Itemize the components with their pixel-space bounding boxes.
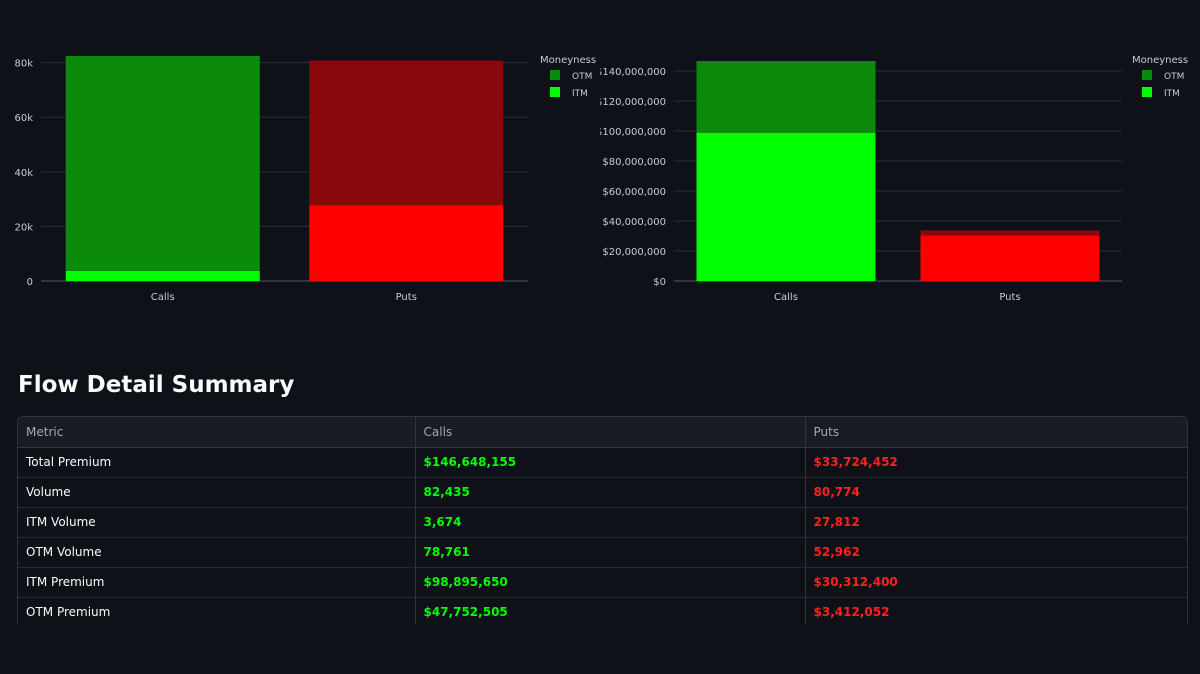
puts-cell: $33,724,452 <box>805 447 1187 478</box>
table-row: Volume 82,435 80,774 <box>18 477 1187 508</box>
bar-otm-puts <box>920 230 1100 236</box>
bar-itm-calls <box>65 270 260 281</box>
section-title: Flow Detail Summary <box>18 372 295 398</box>
legend-label-otm: OTM <box>1164 72 1184 82</box>
calls-cell: 3,674 <box>415 507 806 538</box>
x-tick-label: Puts <box>396 292 417 303</box>
column-header-metric[interactable]: Metric <box>18 417 416 448</box>
legend-swatch-otm <box>550 70 560 80</box>
y-tick-label: $140,000,000 <box>600 67 666 78</box>
bar-otm-puts <box>309 60 504 206</box>
puts-cell: $30,312,400 <box>805 567 1187 598</box>
legend-swatch-itm <box>1142 87 1152 97</box>
y-tick-label: 80k <box>14 59 33 70</box>
metric-cell: Volume <box>18 477 416 508</box>
legend-label-itm: ITM <box>1164 89 1180 99</box>
y-tick-label: $100,000,000 <box>600 127 666 138</box>
column-header-calls[interactable]: Calls <box>415 417 806 448</box>
calls-cell: 78,761 <box>415 537 806 568</box>
bar-itm-puts <box>920 235 1100 281</box>
metric-cell: ITM Premium <box>18 567 416 598</box>
y-tick-label: $40,000,000 <box>602 217 666 228</box>
y-tick-label: $0 <box>653 277 666 288</box>
volume-chart: 0 20k 40k 60k 80k Calls Puts Moneyness OTM ITM <box>14 55 596 303</box>
y-tick-label: 60k <box>14 113 33 124</box>
table-row: ITM Premium $98,895,650 $30,312,400 <box>18 567 1187 598</box>
calls-cell: $146,648,155 <box>415 447 806 478</box>
bar-otm-calls <box>696 61 876 133</box>
bar-itm-calls <box>696 132 876 281</box>
legend-swatch-itm <box>550 87 560 97</box>
legend-label-itm: ITM <box>572 89 588 99</box>
legend-title: Moneyness <box>540 55 596 66</box>
legend-swatch-otm <box>1142 70 1152 80</box>
table-header-row: Metric Calls Puts <box>18 417 1187 448</box>
metric-cell: ITM Volume <box>18 507 416 538</box>
column-header-puts[interactable]: Puts <box>805 417 1187 448</box>
metric-cell: Total Premium <box>18 447 416 478</box>
table-row: Total Premium $146,648,155 $33,724,452 <box>18 447 1187 478</box>
table-row: OTM Premium $47,752,505 $3,412,052 <box>18 597 1187 624</box>
x-tick-label: Calls <box>774 292 798 303</box>
y-tick-label: 20k <box>14 222 33 233</box>
puts-cell: $3,412,052 <box>805 597 1187 624</box>
metric-cell: OTM Premium <box>18 597 416 624</box>
y-tick-label: $60,000,000 <box>602 187 666 198</box>
calls-cell: 82,435 <box>415 477 806 508</box>
bar-otm-calls <box>65 56 260 271</box>
x-tick-label: Calls <box>151 292 175 303</box>
premium-chart: $0 $20,000,000 $40,000,000 $60,000,000 $80,0… <box>600 55 1188 303</box>
legend-title: Moneyness <box>1132 55 1188 66</box>
table-row: OTM Volume 78,761 52,962 <box>18 537 1187 568</box>
y-tick-label: 40k <box>14 168 33 179</box>
y-tick-label: $120,000,000 <box>600 97 666 108</box>
metric-cell: OTM Volume <box>18 537 416 568</box>
summary-table: Metric Calls Puts Total Premium $146,648… <box>17 416 1188 624</box>
table-row: ITM Volume 3,674 27,812 <box>18 507 1187 538</box>
bar-itm-puts <box>309 205 504 281</box>
puts-cell: 80,774 <box>805 477 1187 508</box>
puts-cell: 52,962 <box>805 537 1187 568</box>
x-tick-label: Puts <box>999 292 1020 303</box>
calls-cell: $98,895,650 <box>415 567 806 598</box>
y-tick-label: 0 <box>27 277 33 288</box>
y-tick-label: $80,000,000 <box>602 157 666 168</box>
legend-label-otm: OTM <box>572 72 592 82</box>
puts-cell: 27,812 <box>805 507 1187 538</box>
calls-cell: $47,752,505 <box>415 597 806 624</box>
y-tick-label: $20,000,000 <box>602 247 666 258</box>
